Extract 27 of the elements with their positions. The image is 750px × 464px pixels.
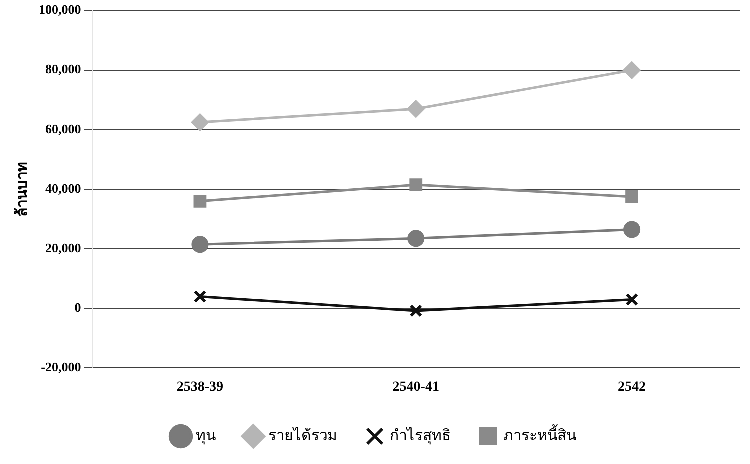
point xyxy=(408,230,425,248)
point xyxy=(408,100,425,118)
x-tick-label: 2540-41 xyxy=(392,380,440,396)
y-tick-label: 100,000 xyxy=(39,2,82,18)
point xyxy=(626,190,638,204)
point xyxy=(624,62,641,79)
legend-label: ทุน xyxy=(196,428,216,446)
y-tick-label: 20,000 xyxy=(46,240,82,256)
legend-label: ภาระหนี้สิน xyxy=(504,424,576,444)
y-axis-title: ล้านบาท xyxy=(14,162,31,217)
y-tick-label: 60,000 xyxy=(46,121,82,136)
y-tick-label: -20,000 xyxy=(41,360,82,375)
point xyxy=(626,293,638,306)
y-tick-label: 0 xyxy=(74,300,82,315)
y-tick-label: 80,000 xyxy=(46,62,82,77)
point xyxy=(410,304,423,318)
point xyxy=(194,290,207,304)
x-tick-label: 2538-39 xyxy=(176,380,224,396)
x-tick-label: 2542 xyxy=(618,380,646,396)
point xyxy=(192,114,209,131)
point xyxy=(624,221,641,238)
point xyxy=(410,178,423,192)
point xyxy=(194,194,207,208)
y-tick-label: 40,000 xyxy=(46,180,82,196)
point xyxy=(192,236,209,254)
legend-label: กำไรสุทธิ xyxy=(390,426,451,446)
legend-label: รายได้รวม xyxy=(268,426,338,444)
